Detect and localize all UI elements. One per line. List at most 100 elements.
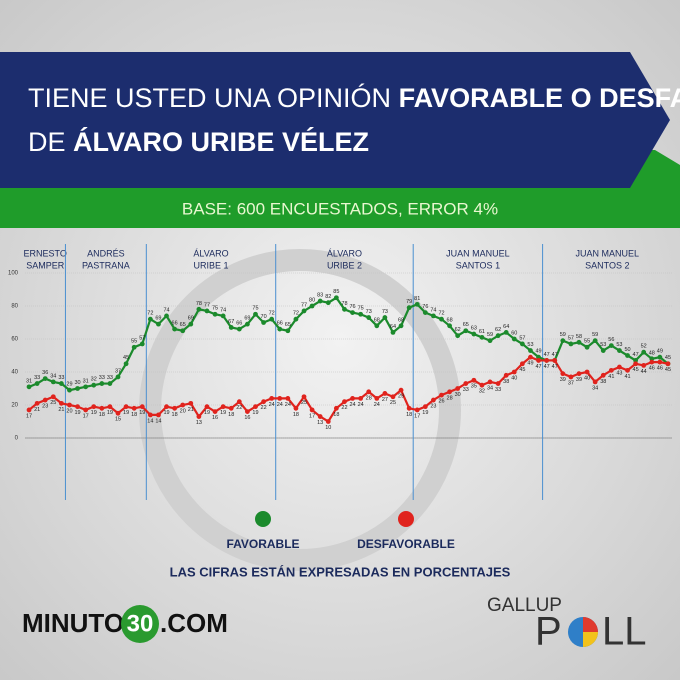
title-band: [0, 52, 670, 188]
value-label: 33: [495, 387, 501, 393]
point: [164, 404, 169, 410]
value-label: 41: [624, 374, 630, 380]
point: [147, 316, 153, 322]
point: [245, 409, 250, 414]
point: [301, 308, 307, 314]
point: [568, 341, 574, 347]
point: [50, 379, 56, 385]
point: [164, 313, 169, 319]
point: [544, 358, 550, 363]
value-label: 45: [519, 367, 525, 373]
point: [75, 404, 80, 410]
point: [511, 336, 517, 342]
point: [83, 384, 89, 390]
point: [431, 313, 436, 319]
value-label: 18: [99, 412, 105, 418]
y-tick-label: 60: [11, 337, 18, 343]
value-label: 15: [115, 417, 121, 423]
y-tick-label: 100: [8, 271, 19, 277]
value-label: 24: [374, 402, 380, 408]
value-label: 63: [471, 326, 477, 332]
value-label: 13: [317, 420, 323, 426]
point: [528, 354, 533, 360]
chart: 0 20 40 60 80 100 ERNESTO SAMPER ANDRÉS PASTRANA Á…: [8, 244, 672, 551]
value-label: 18: [293, 412, 299, 418]
value-label: 50: [624, 347, 630, 353]
value-label: 38: [503, 379, 509, 385]
value-label: 32: [479, 389, 485, 395]
title-part: TIENE USTED UNA OPINIÓN: [28, 82, 399, 113]
value-label: 69: [188, 316, 194, 322]
point: [26, 384, 32, 390]
value-label: 14: [147, 418, 153, 424]
value-label: 64: [503, 324, 509, 330]
point: [487, 379, 493, 385]
value-label: 24: [285, 402, 291, 408]
point: [455, 386, 461, 391]
value-label: 13: [196, 420, 202, 426]
minuto-logo: MINUTO 30 .COM: [22, 605, 228, 643]
value-label: 30: [455, 392, 461, 398]
value-label: 81: [414, 296, 420, 302]
point: [269, 316, 275, 322]
point: [285, 328, 291, 334]
point: [58, 400, 64, 406]
point: [309, 303, 315, 309]
point: [576, 371, 582, 377]
period-label: ERNESTO: [24, 248, 67, 258]
value-label: 16: [244, 415, 250, 421]
value-label: 29: [398, 394, 404, 400]
point: [50, 394, 56, 400]
point: [123, 404, 129, 410]
point: [115, 374, 121, 380]
point: [519, 361, 525, 367]
value-label: 57: [139, 335, 145, 341]
value-label: 14: [155, 418, 161, 424]
legend-label: FAVORABLE: [226, 537, 299, 551]
value-label: 19: [123, 410, 129, 416]
value-label: 41: [608, 374, 614, 380]
point: [204, 308, 210, 314]
value-label: 67: [228, 319, 234, 325]
value-label: 58: [576, 334, 582, 340]
point: [608, 367, 614, 373]
point: [75, 386, 80, 391]
value-label: 46: [657, 366, 663, 372]
point: [156, 321, 161, 327]
value-label: 74: [430, 307, 436, 313]
title-part: FAVORABLE O DESFAVORABLE: [399, 83, 680, 113]
point: [236, 326, 242, 332]
value-label: 76: [349, 304, 355, 310]
value-label: 40: [584, 375, 590, 381]
point: [633, 361, 639, 367]
point: [99, 381, 105, 386]
value-label: 32: [91, 377, 97, 383]
value-label: 57: [519, 335, 525, 341]
gallup-logo: GALLUP P LL: [487, 595, 647, 654]
point: [34, 400, 40, 406]
point: [495, 333, 501, 339]
value-label: 72: [293, 311, 299, 317]
point: [261, 399, 266, 405]
point: [67, 387, 72, 393]
point: [67, 402, 72, 408]
value-label: 36: [42, 370, 48, 376]
point: [131, 405, 137, 411]
value-label: 34: [592, 385, 598, 391]
legend-label: DESFAVORABLE: [357, 537, 455, 551]
value-label: 37: [115, 368, 121, 374]
value-label: 72: [438, 311, 444, 317]
point: [471, 377, 477, 383]
point: [188, 400, 194, 406]
value-label: 57: [568, 335, 574, 341]
point: [358, 311, 364, 317]
value-label: 49: [527, 361, 533, 367]
value-label: 40: [511, 375, 517, 381]
point: [568, 374, 574, 380]
value-label: 24: [358, 402, 364, 408]
point: [317, 298, 323, 304]
point: [422, 404, 428, 410]
point: [188, 321, 194, 327]
point: [261, 320, 266, 325]
point: [560, 371, 566, 377]
